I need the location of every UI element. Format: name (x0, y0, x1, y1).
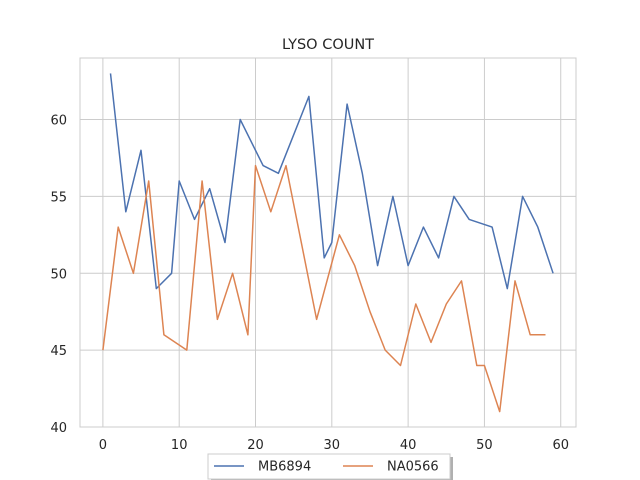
y-tick-label: 40 (50, 421, 67, 436)
x-tick-label: 60 (552, 438, 569, 453)
y-tick-label: 50 (50, 267, 67, 282)
x-tick-label: 30 (324, 438, 341, 453)
tick-labels: 0 10 20 30 40 50 60 40 45 50 55 60 (50, 114, 569, 454)
series-line-na0566 (102, 164, 546, 413)
x-tick-label: 50 (476, 438, 493, 453)
x-tick-label: 0 (99, 438, 107, 453)
legend-items: MB6894 NA0566 (214, 460, 439, 475)
y-tick-label: 55 (50, 190, 67, 205)
plot-area (79, 57, 577, 428)
grid (80, 58, 576, 428)
y-tick-label: 45 (50, 344, 67, 359)
chart-title: LYSO COUNT (282, 37, 374, 53)
legend-label: MB6894 (258, 460, 311, 475)
series-line-mb6894 (109, 73, 554, 290)
legend: MB6894 NA0566 (207, 453, 453, 480)
y-tick-label: 60 (50, 114, 67, 129)
legend-box (207, 453, 451, 480)
x-tick-label: 20 (247, 438, 264, 453)
x-tick-label: 10 (171, 438, 188, 453)
series-layer (102, 73, 554, 413)
x-tick-label: 40 (400, 438, 417, 453)
legend-label: NA0566 (387, 460, 439, 475)
